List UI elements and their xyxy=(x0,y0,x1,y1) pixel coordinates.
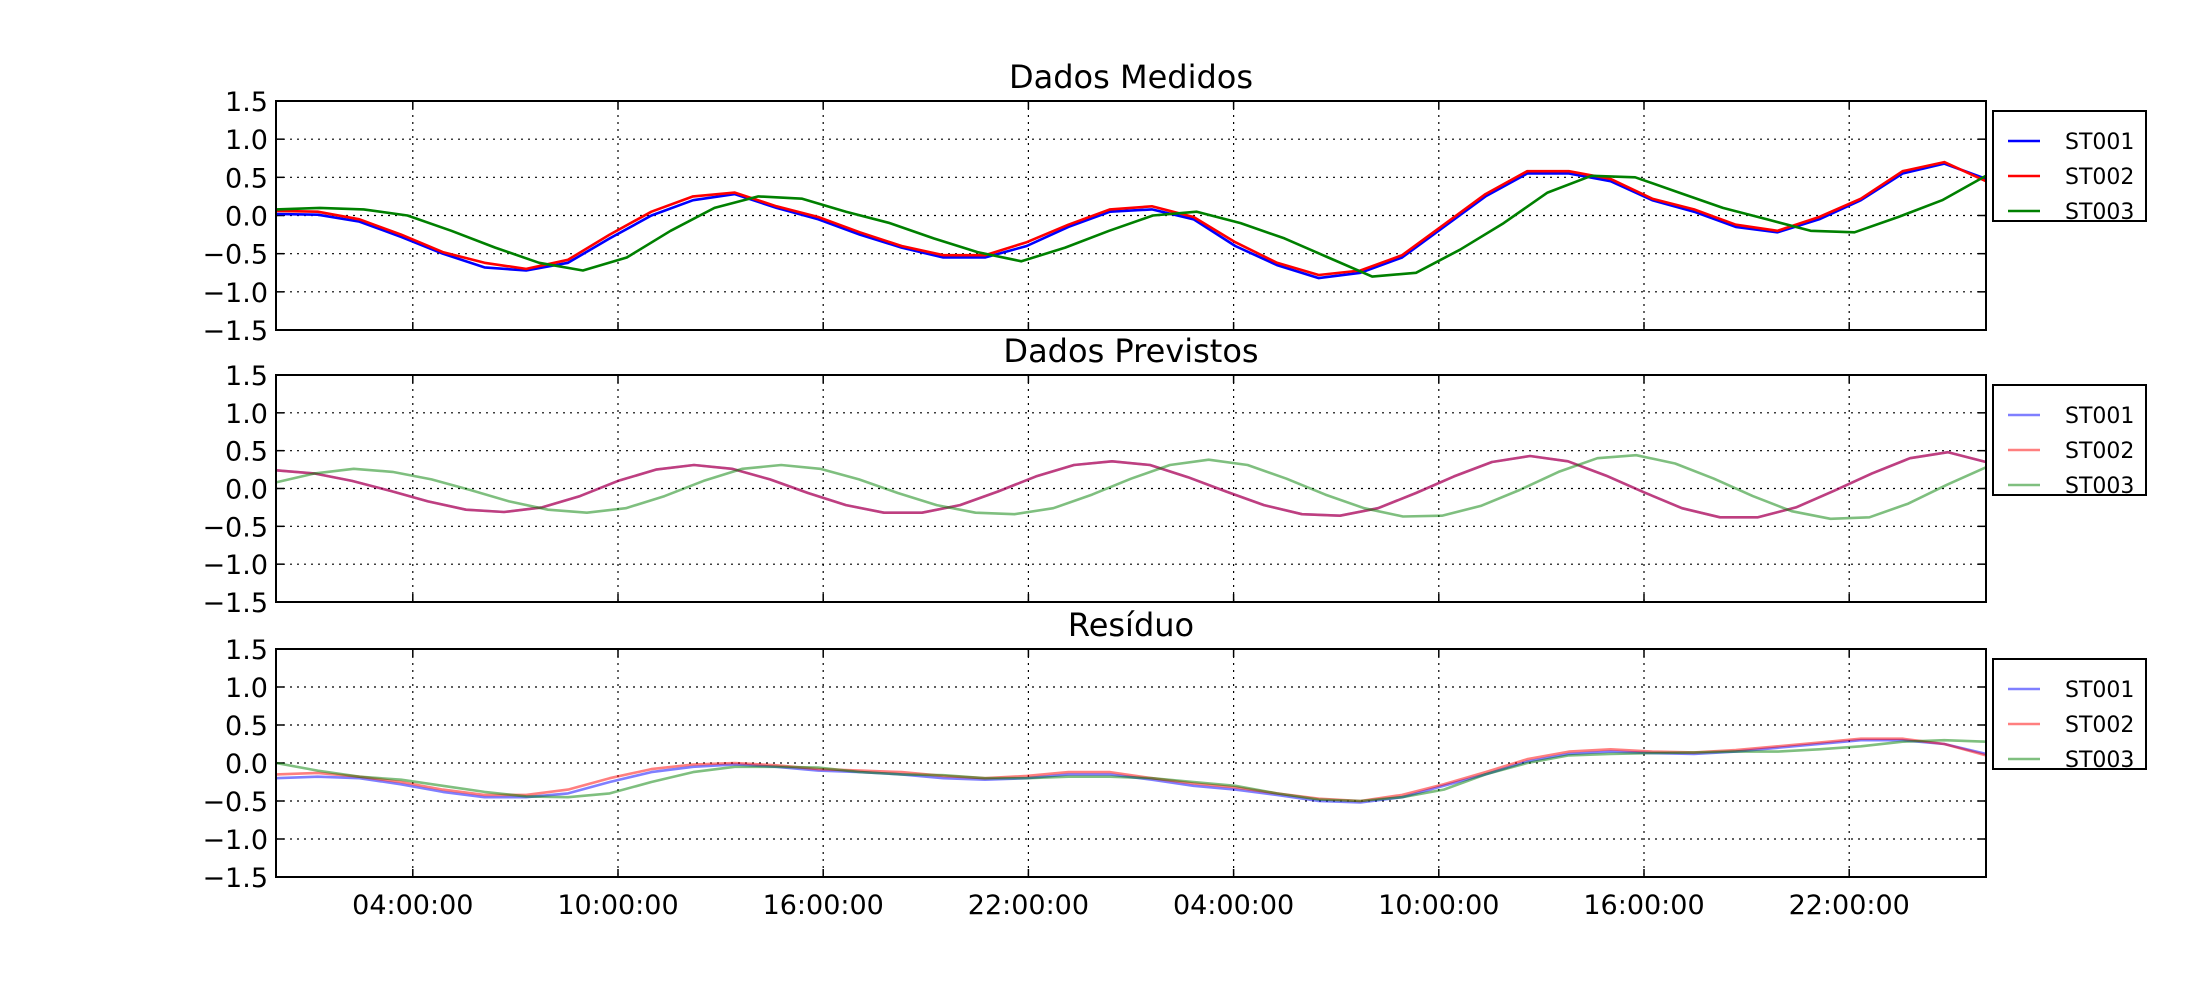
series-line-st003 xyxy=(275,453,1987,521)
y-tick-label: 0.5 xyxy=(225,711,268,742)
y-tick-label: 1.0 xyxy=(225,125,268,156)
y-tick-label: 1.0 xyxy=(225,673,268,704)
y-tick-label: 1.5 xyxy=(225,361,268,392)
legend-label: ST003 xyxy=(2065,200,2134,225)
subplot-1: Dados Medidos 1.5 1.0 0.5 0.0 −0.5 −1.0 −1.5 ST0… xyxy=(202,58,2147,347)
subplot-title: Dados Medidos xyxy=(1009,58,1253,96)
y-tick-label: 1.5 xyxy=(225,635,268,666)
y-tick-label: −0.5 xyxy=(202,787,268,818)
x-tick-label: 04:00:00 xyxy=(1173,890,1294,921)
y-tick-label: −0.5 xyxy=(202,240,268,271)
y-tick-label: 0.5 xyxy=(225,163,268,194)
series-line-st002 xyxy=(275,737,1987,803)
subplot-title: Dados Previstos xyxy=(1003,332,1258,370)
legend: ST001 ST002 ST003 xyxy=(1992,384,2147,499)
subplot-title: Resíduo xyxy=(1068,606,1194,644)
x-tick-label: 16:00:00 xyxy=(1583,890,1704,921)
x-tick-label: 04:00:00 xyxy=(352,890,473,921)
legend: ST001 ST002 ST003 xyxy=(1992,110,2147,225)
legend-label: ST002 xyxy=(2065,439,2134,464)
y-tick-label: 0.5 xyxy=(225,437,268,468)
x-tick-label: 10:00:00 xyxy=(557,890,678,921)
axes-frame xyxy=(275,100,1987,331)
x-tick-label: 16:00:00 xyxy=(763,890,884,921)
legend-label: ST002 xyxy=(2065,713,2134,738)
y-tick-label: 0.0 xyxy=(225,475,268,506)
y-tick-label: 1.5 xyxy=(225,87,268,118)
y-tick-label: −1.5 xyxy=(202,863,268,894)
legend: ST001 ST002 ST003 xyxy=(1992,658,2147,773)
series-line-st002 xyxy=(275,160,1987,277)
series-line-st002 xyxy=(275,450,1987,519)
subplot-2: Dados Previstos 1.5 1.0 0.5 0.0 −0.5 −1.0 −1.5 S… xyxy=(202,332,2147,619)
axes-frame xyxy=(275,374,1987,603)
y-tick-label: 1.0 xyxy=(225,399,268,430)
x-tick-label: 10:00:00 xyxy=(1378,890,1499,921)
y-tick-label: 0.0 xyxy=(225,202,268,233)
legend-label: ST003 xyxy=(2065,474,2134,499)
legend-box xyxy=(1992,110,2147,222)
y-tick-label: −0.5 xyxy=(202,512,268,543)
y-tick-label: −1.5 xyxy=(202,588,268,619)
subplot-3: Resíduo1.51.00.50.0−0.5−1.0−1.5ST001ST00… xyxy=(202,606,2147,921)
legend-label: ST001 xyxy=(2065,678,2134,703)
y-tick-label: 0.0 xyxy=(225,749,268,780)
legend-label: ST003 xyxy=(2065,748,2134,773)
series-line-st003 xyxy=(275,738,1987,803)
legend-label: ST001 xyxy=(2065,404,2134,429)
axes-frame xyxy=(275,648,1987,878)
legend-box xyxy=(1992,658,2147,770)
x-tick-label: 22:00:00 xyxy=(1789,890,1910,921)
legend-label: ST002 xyxy=(2065,165,2134,190)
y-tick-label: −1.5 xyxy=(202,316,268,347)
legend-box xyxy=(1992,384,2147,496)
legend-label: ST001 xyxy=(2065,130,2134,155)
y-tick-label: −1.0 xyxy=(202,278,268,309)
y-tick-label: −1.0 xyxy=(202,550,268,581)
x-tick-label: 22:00:00 xyxy=(968,890,1089,921)
series-line-st001 xyxy=(275,162,1987,280)
y-tick-label: −1.0 xyxy=(202,825,268,856)
series-line-st003 xyxy=(275,174,1987,278)
